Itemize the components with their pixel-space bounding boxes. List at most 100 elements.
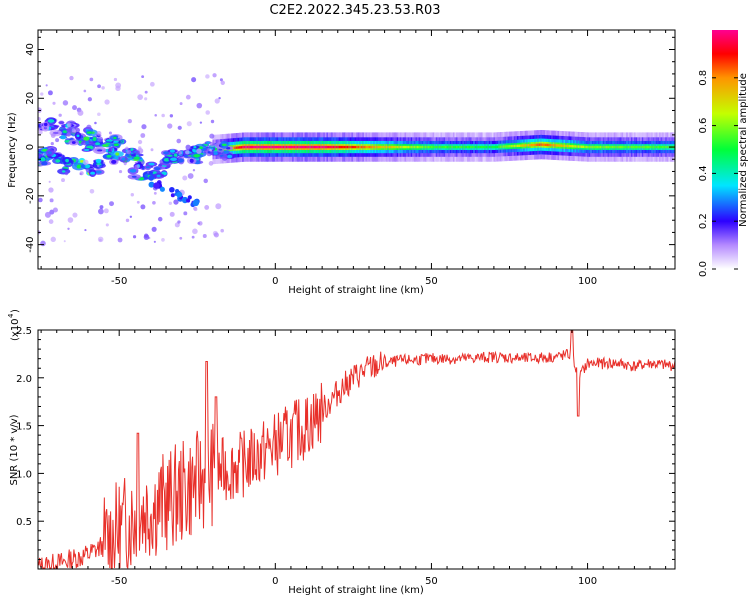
spectrogram-noise — [79, 172, 82, 176]
spectrogram-noise — [213, 232, 219, 238]
spectrogram-blob-core — [213, 151, 218, 155]
spectrogram-cell — [619, 145, 623, 149]
spectrogram-noise — [168, 201, 173, 206]
spectrogram-cell — [304, 145, 307, 149]
spectrogram-cell — [507, 145, 510, 148]
spectrogram-cell — [278, 145, 281, 149]
spectrogram-cell — [555, 144, 559, 147]
spectrogram-cell — [624, 145, 628, 149]
spectrogram-cell — [651, 145, 654, 149]
spectrogram-cell — [445, 145, 448, 149]
spectrogram-noise — [67, 227, 70, 231]
y-tick-label: 2.0 — [16, 374, 32, 385]
spectrogram-cell — [398, 145, 401, 149]
spectrogram-cell — [390, 145, 393, 149]
spectrogram-cell — [540, 143, 543, 146]
spectrogram-cell — [644, 145, 648, 149]
spectrogram-cell — [348, 145, 351, 149]
spectrogram-cell — [462, 145, 465, 149]
spectrogram-noise — [99, 205, 104, 210]
spectrogram-cell — [427, 145, 431, 149]
spectrogram-cell — [657, 145, 660, 149]
spectrogram-cell — [406, 145, 409, 149]
spectrogram-cell — [473, 145, 476, 149]
spectrogram-cell — [658, 145, 662, 149]
spectrogram-cell — [479, 145, 482, 149]
y-tick-label: 40 — [25, 43, 36, 56]
spectrogram-cell — [648, 145, 651, 149]
spectrogram-blob-core — [106, 154, 112, 158]
spectrogram-cell — [509, 145, 512, 148]
spectrogram-blob-core — [48, 151, 52, 155]
spectrogram-cell — [270, 145, 273, 149]
spectrogram-blob-core — [90, 171, 96, 175]
spectrogram-noise — [50, 236, 56, 243]
spectrogram-cell — [487, 145, 490, 149]
colorbar-label: Normalized spectral amplitude — [738, 73, 749, 227]
spectrogram-cell — [596, 145, 599, 149]
spectrogram-cell — [357, 145, 361, 149]
spectrogram-cell — [340, 145, 343, 149]
spectrogram-cell — [354, 145, 357, 149]
spectrogram-noise — [220, 80, 225, 85]
spectrogram-cell — [332, 145, 336, 149]
spectrogram-cell — [613, 145, 617, 149]
spectrogram-cell — [482, 145, 485, 149]
spectrogram-cell — [337, 145, 340, 149]
spectrogram-blob-core — [84, 148, 90, 152]
spectrogram-noise — [185, 144, 191, 150]
spectrogram-cell — [263, 145, 267, 149]
spectrogram-cell — [260, 145, 264, 149]
spectrogram-noise — [134, 164, 140, 170]
spectrogram-cell — [640, 145, 643, 149]
spectrogram-cell — [551, 143, 554, 147]
spectrogram-cell — [548, 143, 551, 147]
spectrogram-cell — [245, 145, 248, 149]
spectrogram-cell — [363, 145, 367, 149]
colorbar-tick-label: 0.6 — [698, 118, 709, 134]
spectrogram-cell — [515, 144, 518, 148]
spectrogram-cell — [452, 145, 456, 149]
spectrogram-blob-core — [206, 141, 211, 144]
spectrogram-cell — [587, 145, 590, 149]
spectrogram-cell — [315, 145, 318, 149]
spectrogram-cell — [599, 145, 603, 149]
spectrogram-cell — [293, 145, 297, 149]
spectrogram-noise — [50, 133, 56, 138]
spectrogram-noise — [113, 77, 118, 82]
x-tick-label: 100 — [578, 576, 597, 587]
spectrogram-cell — [662, 145, 665, 149]
spectrogram-cell — [271, 145, 275, 149]
y-tick-label: 2.5 — [16, 326, 32, 337]
spectrogram-cell — [602, 145, 606, 149]
spectrogram-cell — [510, 144, 514, 148]
x-tick-label: -50 — [111, 576, 127, 587]
spectrogram-cell — [374, 145, 378, 149]
spectrogram-cell — [590, 145, 593, 149]
colorbar-ticks: 0.0 0.2 0.4 0.6 0.8 — [698, 70, 738, 277]
spectrogram-cell — [346, 145, 350, 149]
spectrogram-cell — [466, 145, 470, 149]
spectrogram-cell — [457, 145, 460, 149]
spectrogram-noise — [151, 226, 157, 232]
spectrogram-noise — [66, 122, 72, 128]
spectrogram-cell — [246, 145, 250, 149]
spectrogram-cell — [484, 145, 487, 149]
spectrogram-noise — [97, 236, 104, 243]
spectrogram-noise — [87, 97, 93, 102]
spectrogram-cell — [262, 145, 265, 149]
spectrogram-noise — [182, 175, 188, 181]
spectrogram-cell — [549, 143, 553, 147]
spectrogram-noise — [219, 78, 223, 82]
spectrogram-cell — [331, 145, 334, 149]
spectrogram-cell — [368, 145, 371, 149]
spectrogram-cell — [253, 145, 256, 149]
spectrogram-cell — [526, 144, 529, 147]
spectrogram-trail — [159, 186, 165, 192]
spectrogram-cell — [306, 145, 309, 149]
spectrogram-cell — [426, 145, 429, 149]
spectrogram-cell — [317, 145, 320, 149]
spectrogram-blob-core — [115, 152, 120, 156]
spectrogram-cell — [412, 145, 415, 149]
colorbar — [712, 30, 738, 269]
